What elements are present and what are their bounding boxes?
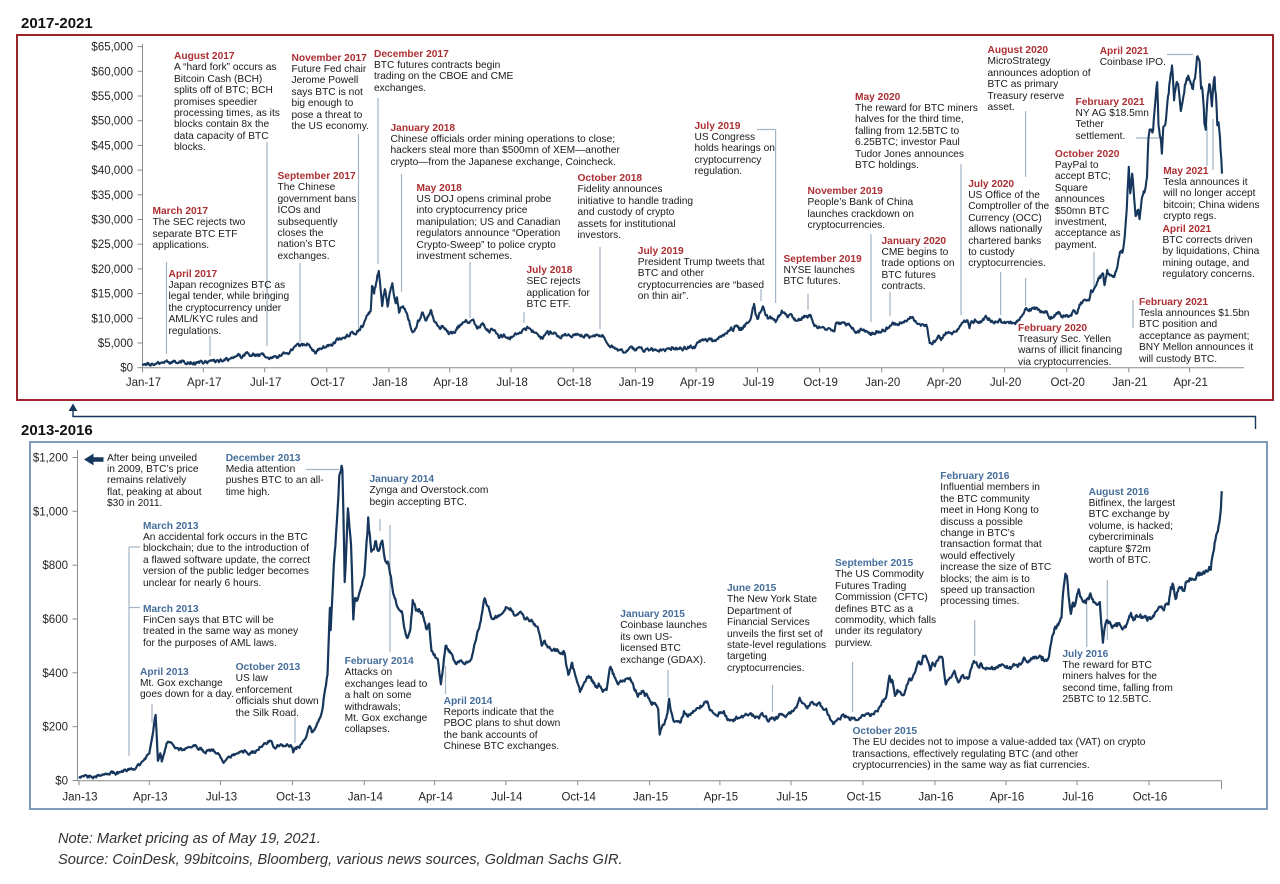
svg-text:Jan-15: Jan-15 — [633, 792, 668, 804]
svg-text:Apr-13: Apr-13 — [133, 792, 168, 804]
svg-text:Oct-19: Oct-19 — [803, 377, 838, 389]
svg-text:Oct-13: Oct-13 — [276, 792, 311, 804]
svg-text:Oct-17: Oct-17 — [311, 377, 346, 389]
svg-text:$50,000: $50,000 — [91, 116, 133, 128]
svg-text:Oct-14: Oct-14 — [561, 792, 596, 804]
svg-text:Oct-16: Oct-16 — [1133, 792, 1168, 804]
svg-text:$600: $600 — [42, 614, 68, 626]
svg-text:$5,000: $5,000 — [98, 338, 133, 350]
svg-text:Jan-19: Jan-19 — [619, 377, 654, 389]
svg-text:$1,200: $1,200 — [33, 453, 68, 465]
svg-text:$800: $800 — [42, 560, 68, 572]
svg-text:Apr-17: Apr-17 — [187, 377, 222, 389]
svg-text:Jul-13: Jul-13 — [206, 792, 237, 804]
svg-text:Apr-14: Apr-14 — [418, 792, 453, 804]
svg-text:$45,000: $45,000 — [91, 140, 133, 152]
svg-text:$0: $0 — [55, 776, 68, 788]
svg-text:Jul-14: Jul-14 — [491, 792, 523, 804]
svg-text:Jan-16: Jan-16 — [918, 792, 953, 804]
svg-text:$30,000: $30,000 — [91, 215, 133, 227]
svg-text:$400: $400 — [42, 668, 68, 680]
svg-text:Oct-18: Oct-18 — [557, 377, 592, 389]
svg-text:$10,000: $10,000 — [91, 313, 133, 325]
svg-text:Apr-18: Apr-18 — [433, 377, 468, 389]
svg-text:Jan-14: Jan-14 — [348, 792, 384, 804]
svg-text:Oct-20: Oct-20 — [1050, 377, 1085, 389]
svg-text:$15,000: $15,000 — [91, 289, 133, 301]
svg-text:Oct-15: Oct-15 — [847, 792, 882, 804]
svg-text:Apr-19: Apr-19 — [680, 377, 715, 389]
svg-text:Jul-20: Jul-20 — [990, 377, 1021, 389]
svg-text:$25,000: $25,000 — [91, 239, 133, 251]
svg-text:Jul-19: Jul-19 — [743, 377, 774, 389]
svg-text:$55,000: $55,000 — [91, 91, 133, 103]
svg-text:Jan-13: Jan-13 — [62, 792, 97, 804]
svg-text:$40,000: $40,000 — [91, 165, 133, 177]
svg-text:$65,000: $65,000 — [91, 42, 133, 54]
svg-text:Jan-21: Jan-21 — [1112, 377, 1147, 389]
svg-text:Jan-20: Jan-20 — [865, 377, 900, 389]
svg-text:Jul-15: Jul-15 — [776, 792, 807, 804]
svg-text:Apr-16: Apr-16 — [990, 792, 1025, 804]
svg-text:$35,000: $35,000 — [91, 190, 133, 202]
svg-text:$1,000: $1,000 — [33, 506, 68, 518]
svg-text:Apr-20: Apr-20 — [927, 377, 962, 389]
svg-text:Jan-18: Jan-18 — [372, 377, 407, 389]
svg-text:Jul-18: Jul-18 — [496, 377, 527, 389]
svg-text:Apr-15: Apr-15 — [704, 792, 739, 804]
svg-text:Jan-17: Jan-17 — [126, 377, 161, 389]
svg-text:$20,000: $20,000 — [91, 264, 133, 276]
svg-text:Apr-21: Apr-21 — [1173, 377, 1208, 389]
svg-text:$60,000: $60,000 — [91, 66, 133, 78]
svg-text:$0: $0 — [120, 363, 133, 375]
svg-text:$200: $200 — [42, 722, 68, 734]
svg-text:Jul-17: Jul-17 — [250, 377, 281, 389]
svg-text:Jul-16: Jul-16 — [1062, 792, 1093, 804]
